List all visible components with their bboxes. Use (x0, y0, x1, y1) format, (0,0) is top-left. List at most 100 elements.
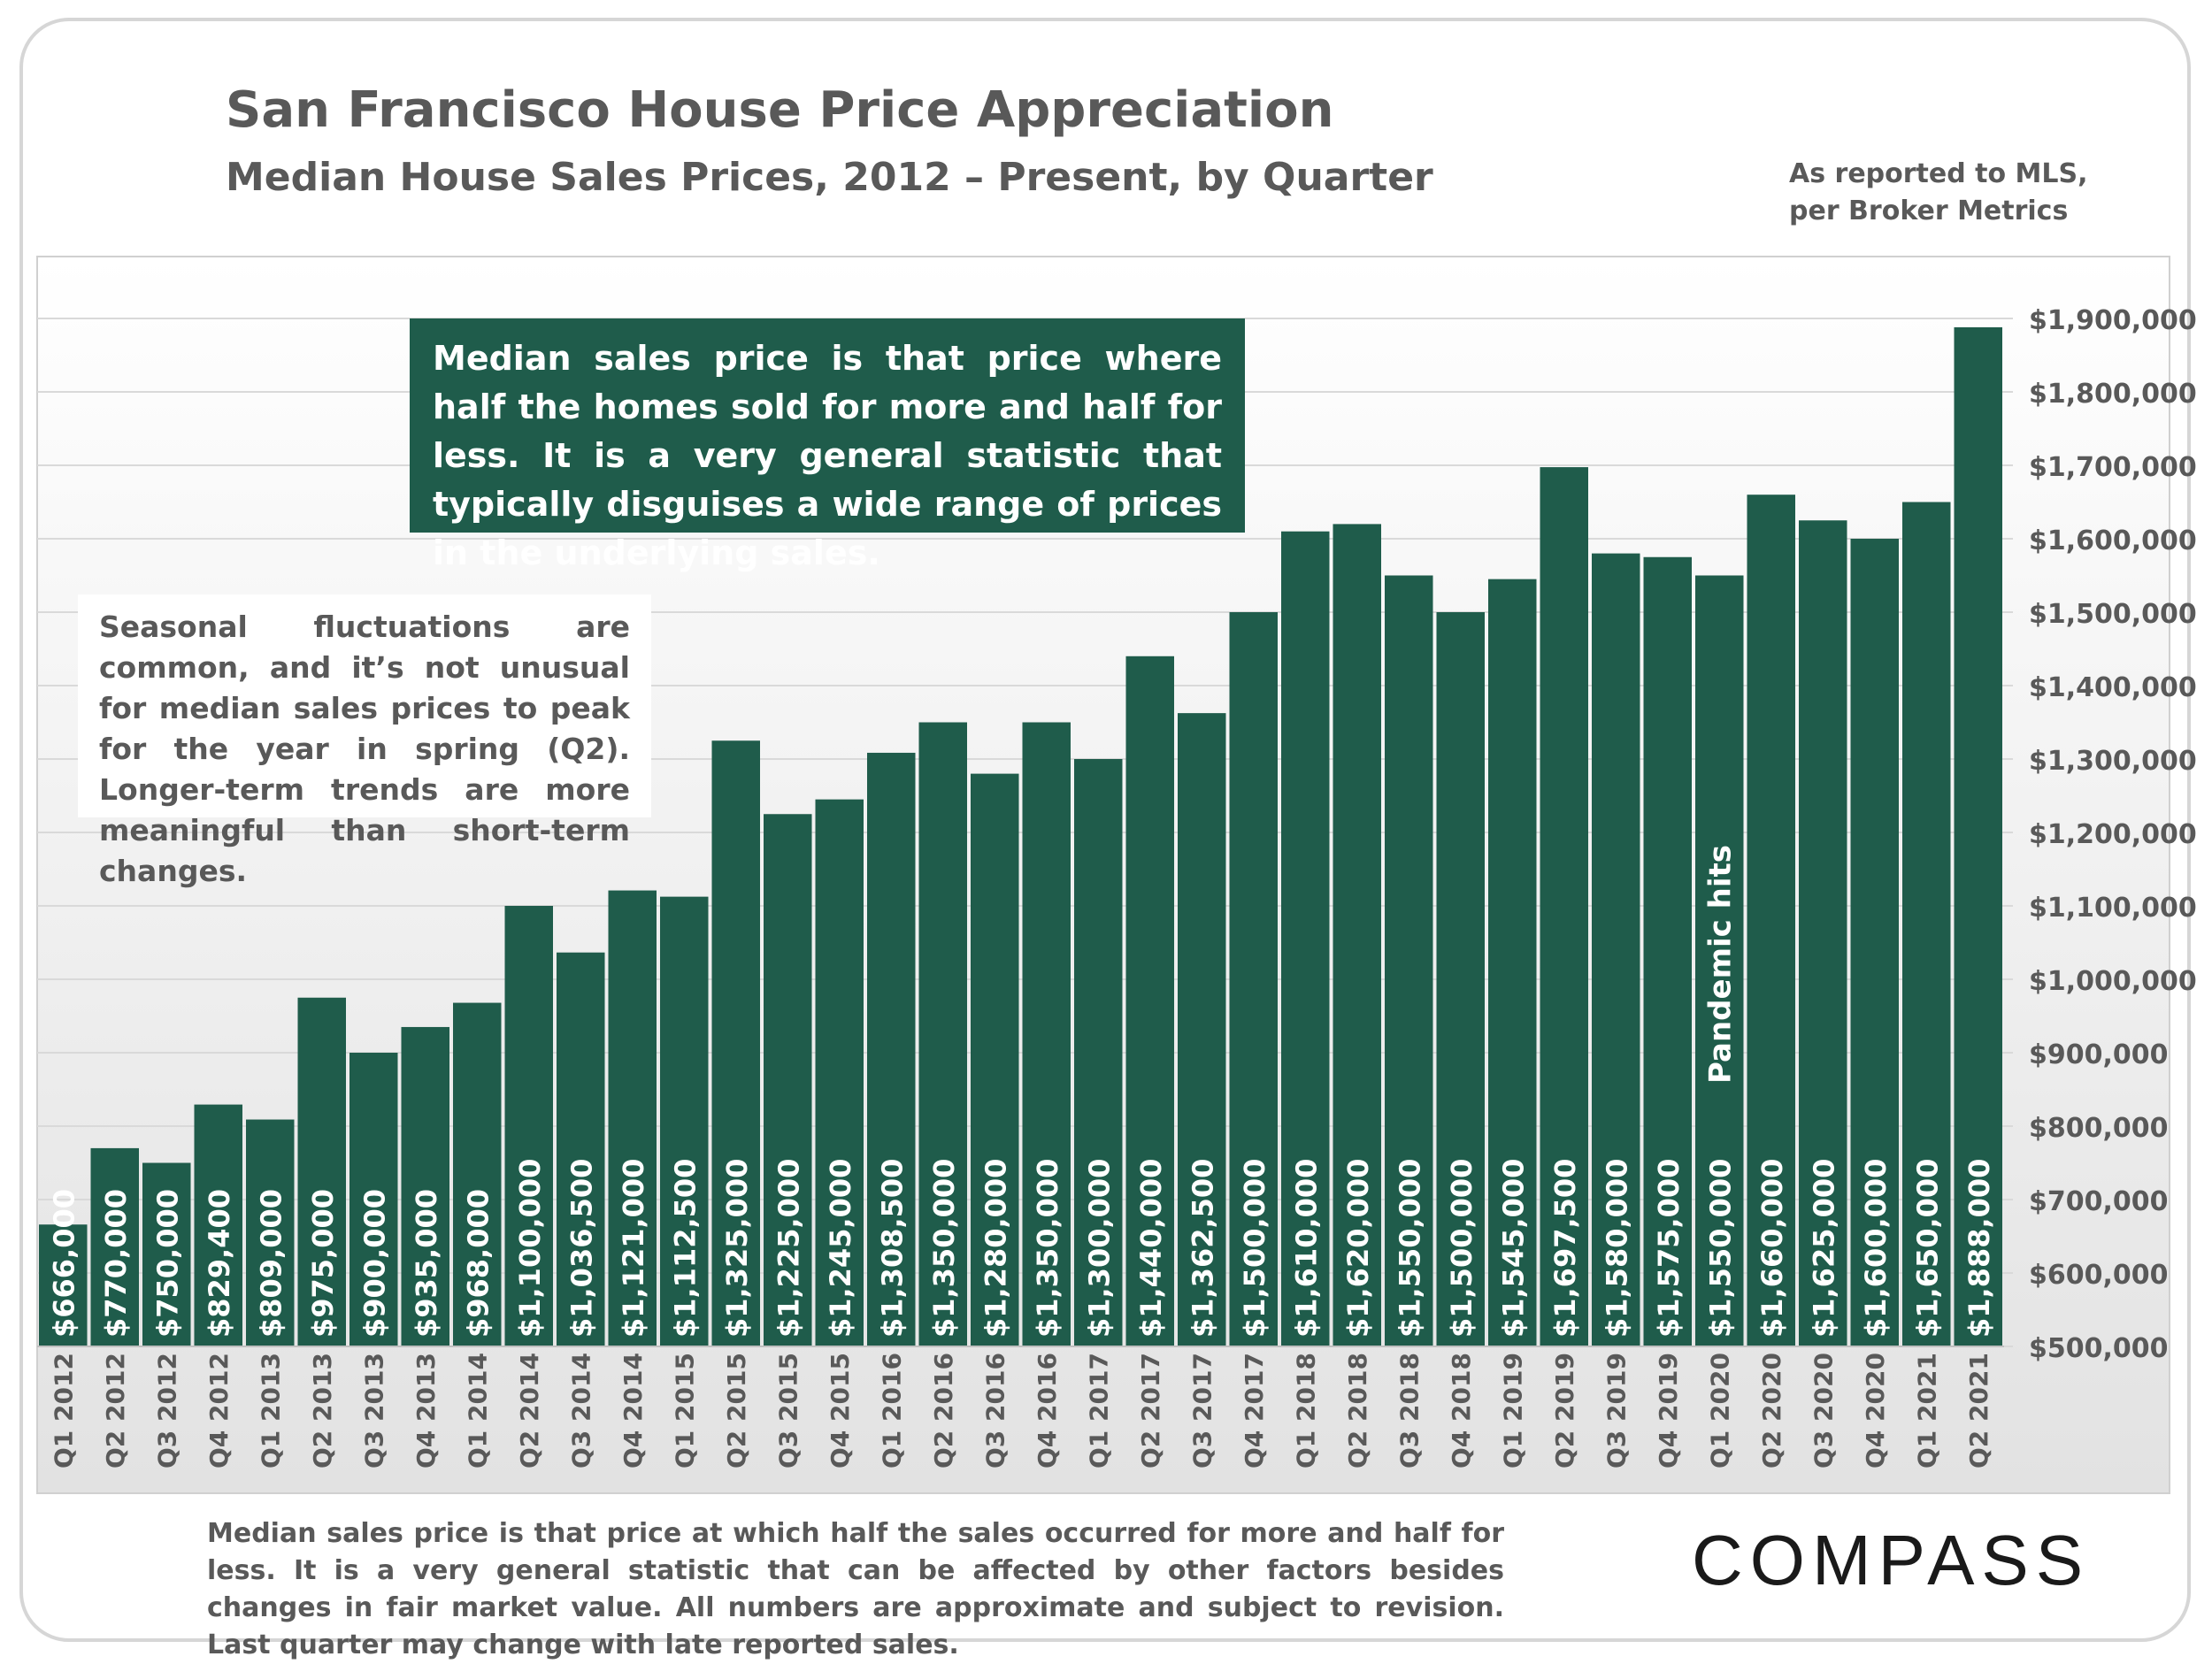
x-tick-label: Q3 2014 (566, 1353, 595, 1468)
bar-value-label: $1,550,000 (1703, 1159, 1737, 1338)
x-tick-label: Q2 2016 (929, 1353, 958, 1468)
x-tick-label: Q1 2019 (1498, 1353, 1527, 1468)
seasonal-note: Seasonal fluctuations are common, and it… (78, 594, 651, 888)
bar (1643, 556, 1692, 1346)
bar-value-label: $1,350,000 (1031, 1159, 1064, 1338)
bar (1488, 579, 1537, 1346)
bar-value-label: $1,888,000 (1962, 1159, 1996, 1338)
bar-value-label: $975,000 (306, 1189, 340, 1338)
source-line-1: As reported to MLS, (1789, 158, 2088, 189)
bar-value-label: $666,000 (47, 1189, 81, 1338)
y-tick-label: $1,600,000 (2029, 525, 2197, 556)
bar (1022, 722, 1071, 1346)
x-tick-label: Q4 2013 (411, 1353, 441, 1468)
bar-value-label: $1,036,500 (565, 1159, 598, 1338)
bar (1125, 656, 1174, 1346)
y-tick-label: $1,000,000 (2029, 966, 2197, 997)
bar (39, 1224, 88, 1346)
x-tick-label: Q1 2017 (1084, 1353, 1113, 1468)
x-tick-label: Q1 2013 (256, 1353, 285, 1468)
bar-value-label: $1,650,000 (1910, 1159, 1944, 1338)
y-tick-label: $600,000 (2029, 1260, 2169, 1291)
bar-value-label: $1,350,000 (927, 1159, 961, 1338)
bar-value-label: $1,245,000 (824, 1159, 857, 1338)
x-tick-label: Q3 2013 (359, 1353, 388, 1468)
x-tick-label: Q2 2020 (1757, 1353, 1786, 1468)
bar (504, 906, 553, 1346)
x-tick-label: Q4 2012 (204, 1353, 234, 1468)
pandemic-annotation: Pandemic hits (1702, 845, 1738, 1084)
y-tick-label: $700,000 (2029, 1186, 2169, 1217)
bar (815, 799, 864, 1346)
bar (90, 1147, 139, 1346)
bar-value-label: $1,308,500 (875, 1159, 909, 1338)
bar-value-label: $1,300,000 (1082, 1159, 1116, 1338)
x-tick-label: Q1 2015 (670, 1353, 699, 1468)
x-tick-label: Q2 2021 (1964, 1353, 1993, 1468)
source-line-2: per Broker Metrics (1789, 196, 2069, 226)
bar (194, 1104, 242, 1346)
x-tick-label: Q3 2018 (1394, 1353, 1424, 1468)
bar-value-label: $1,610,000 (1289, 1159, 1323, 1338)
bar (867, 752, 916, 1346)
x-tick-label: Q4 2014 (618, 1353, 648, 1468)
x-tick-label: Q4 2017 (1240, 1353, 1269, 1468)
y-tick-label: $1,500,000 (2029, 599, 2197, 630)
y-tick-label: $1,900,000 (2029, 305, 2197, 336)
y-tick-label: $500,000 (2029, 1333, 2169, 1364)
bar (401, 1026, 449, 1346)
bar-value-label: $809,000 (254, 1189, 288, 1338)
y-tick-label: $1,700,000 (2029, 452, 2197, 483)
x-tick-label: Q3 2012 (152, 1353, 181, 1468)
bar-value-label: $935,000 (410, 1189, 443, 1338)
bar (557, 952, 605, 1346)
bar-value-label: $1,580,000 (1600, 1159, 1633, 1338)
bar-value-label: $1,550,000 (1393, 1159, 1426, 1338)
x-tick-label: Q3 2017 (1187, 1353, 1217, 1468)
x-tick-label: Q3 2016 (980, 1353, 1010, 1468)
bar-value-label: $1,100,000 (513, 1159, 547, 1338)
bar-value-label: $1,625,000 (1807, 1159, 1840, 1338)
bar (764, 814, 812, 1346)
bar-value-label: $829,400 (203, 1189, 236, 1338)
bar (918, 722, 967, 1346)
bar (1333, 524, 1381, 1346)
bar-value-label: $1,500,000 (1238, 1159, 1271, 1338)
bar (1074, 759, 1123, 1346)
source-note: As reported to MLS, per Broker Metrics (1789, 156, 2088, 230)
bar-value-label: $1,112,500 (668, 1159, 702, 1338)
bar (349, 1053, 398, 1346)
x-tick-label: Q2 2014 (515, 1353, 544, 1468)
bar-value-label: $1,362,500 (1186, 1159, 1219, 1338)
x-tick-label: Q1 2016 (877, 1353, 906, 1468)
bar (1954, 326, 2002, 1347)
bar (608, 890, 657, 1346)
x-tick-label: Q4 2015 (826, 1353, 855, 1468)
bar (142, 1162, 191, 1346)
bar-value-label: $750,000 (150, 1189, 184, 1338)
bar (1695, 575, 1744, 1346)
x-tick-label: Q3 2019 (1601, 1353, 1631, 1468)
bar (971, 773, 1019, 1346)
bar-value-label: $1,620,000 (1341, 1159, 1375, 1338)
bar (297, 997, 346, 1346)
bar (1436, 612, 1485, 1346)
y-tick-label: $1,100,000 (2029, 893, 2197, 924)
chart-title: San Francisco House Price Appreciation (226, 81, 1334, 139)
x-tick-label: Q1 2018 (1291, 1353, 1320, 1468)
bar-value-label: $1,697,500 (1548, 1159, 1582, 1338)
bar-value-label: $1,545,000 (1496, 1159, 1530, 1338)
chart-subtitle: Median House Sales Prices, 2012 – Presen… (226, 155, 1433, 200)
x-tick-label: Q2 2018 (1343, 1353, 1372, 1468)
compass-logo: COMPASS (1692, 1521, 2091, 1599)
x-tick-label: Q2 2013 (308, 1353, 337, 1468)
x-tick-label: Q4 2020 (1861, 1353, 1890, 1468)
bar (1540, 467, 1588, 1346)
bar-value-label: $1,121,000 (617, 1159, 650, 1338)
x-tick-label: Q3 2020 (1809, 1353, 1838, 1468)
y-tick-label: $900,000 (2029, 1039, 2169, 1070)
x-tick-label: Q2 2015 (722, 1353, 751, 1468)
bar-value-label: $1,660,000 (1755, 1159, 1789, 1338)
bar-value-label: $1,575,000 (1652, 1159, 1686, 1338)
